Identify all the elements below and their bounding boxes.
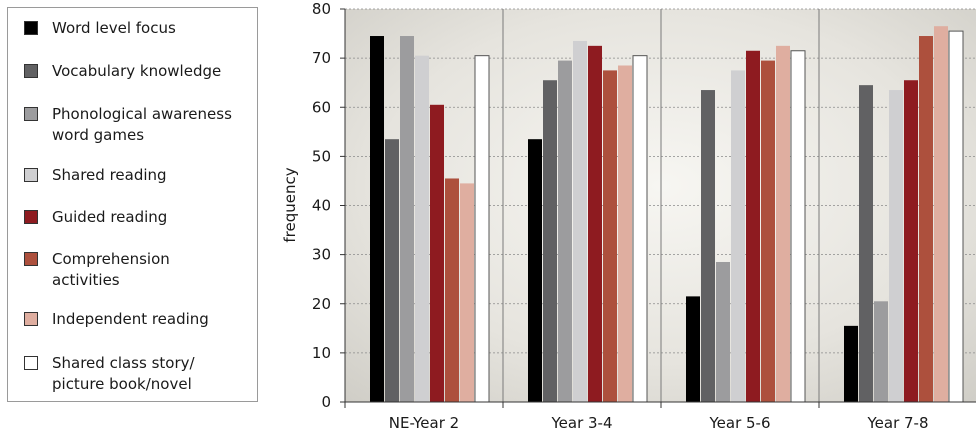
bar (573, 40, 587, 403)
y-tick-label: 10 (312, 344, 331, 362)
bar (603, 70, 617, 402)
bar (919, 36, 933, 403)
chart-legend: Word level focus Vocabulary knowledge Phon… (7, 7, 258, 402)
legend-label-line: picture book/novel (52, 375, 192, 393)
legend-item: Phonological awareness word games (24, 104, 262, 146)
bar (934, 26, 948, 402)
legend-label-line: activities (52, 271, 120, 289)
legend-item: Word level focus (24, 18, 262, 39)
bar (474, 55, 490, 403)
legend-item: Vocabulary knowledge (24, 61, 262, 82)
bar (400, 36, 414, 403)
legend-item: Shared reading (24, 165, 262, 186)
legend-swatch (24, 252, 38, 266)
bar (385, 139, 399, 402)
legend-label-line: word games (52, 126, 145, 144)
legend-swatch (24, 64, 38, 78)
bar (701, 90, 715, 403)
bar (731, 70, 745, 402)
legend-item: Shared class story/picture book/novel (24, 353, 262, 395)
bar (716, 261, 730, 402)
legend-label: Comprehension activities (52, 249, 262, 291)
bar (460, 183, 474, 402)
legend-label-line: Shared reading (52, 166, 167, 184)
legend-label: Independent reading (52, 309, 262, 330)
x-tick-label: Year 5-6 (708, 414, 770, 432)
bar (790, 50, 806, 403)
y-tick-label: 20 (312, 295, 331, 313)
legend-label-line: Phonological awareness (52, 105, 232, 123)
legend-swatch (24, 356, 38, 370)
bar (632, 55, 648, 403)
bar (558, 60, 572, 403)
bar (415, 55, 429, 402)
y-axis-title: frequency (281, 167, 299, 242)
y-tick-label: 50 (312, 147, 331, 165)
bar (543, 80, 557, 402)
y-tick-label: 30 (312, 246, 331, 264)
bar (370, 36, 384, 403)
legend-label-line: Comprehension (52, 250, 170, 268)
legend-label: Word level focus (52, 18, 262, 39)
legend-swatch (24, 312, 38, 326)
legend-label-line: Guided reading (52, 208, 168, 226)
bar (874, 301, 888, 402)
legend-label: Phonological awareness word games (52, 104, 262, 146)
bar (948, 30, 964, 403)
bar (528, 139, 542, 402)
bar (588, 45, 602, 402)
bar (761, 60, 775, 403)
legend-label-line: Independent reading (52, 310, 209, 328)
bar (889, 90, 903, 403)
x-tick-label: NE-Year 2 (389, 414, 459, 432)
bar (430, 104, 444, 402)
bar (904, 80, 918, 402)
bar (618, 65, 632, 403)
legend-item: Guided reading (24, 207, 262, 228)
legend-label: Guided reading (52, 207, 262, 228)
x-tick-label: Year 7-8 (866, 414, 928, 432)
bar (844, 325, 858, 402)
legend-swatch (24, 21, 38, 35)
bar (445, 178, 459, 402)
legend-label: Shared class story/picture book/novel (52, 353, 262, 395)
y-tick-label: 40 (312, 197, 331, 215)
legend-label-line: Word level focus (52, 19, 176, 37)
legend-swatch (24, 107, 38, 121)
legend-label-line: Shared class story/ (52, 354, 195, 372)
bar (859, 85, 873, 403)
legend-item: Comprehension activities (24, 249, 262, 291)
bar (746, 50, 760, 402)
legend-label-line: Vocabulary knowledge (52, 62, 222, 80)
legend-label: Vocabulary knowledge (52, 61, 262, 82)
legend-label: Shared reading (52, 165, 262, 186)
legend-item: Independent reading (24, 309, 262, 330)
bar (776, 45, 790, 402)
legend-swatch (24, 168, 38, 182)
y-tick-label: 80 (312, 0, 331, 18)
y-tick-label: 70 (312, 49, 331, 67)
x-tick-label: Year 3-4 (550, 414, 612, 432)
bar (686, 296, 700, 402)
legend-swatch (24, 210, 38, 224)
y-tick-label: 60 (312, 98, 331, 116)
y-tick-label: 0 (321, 393, 331, 411)
